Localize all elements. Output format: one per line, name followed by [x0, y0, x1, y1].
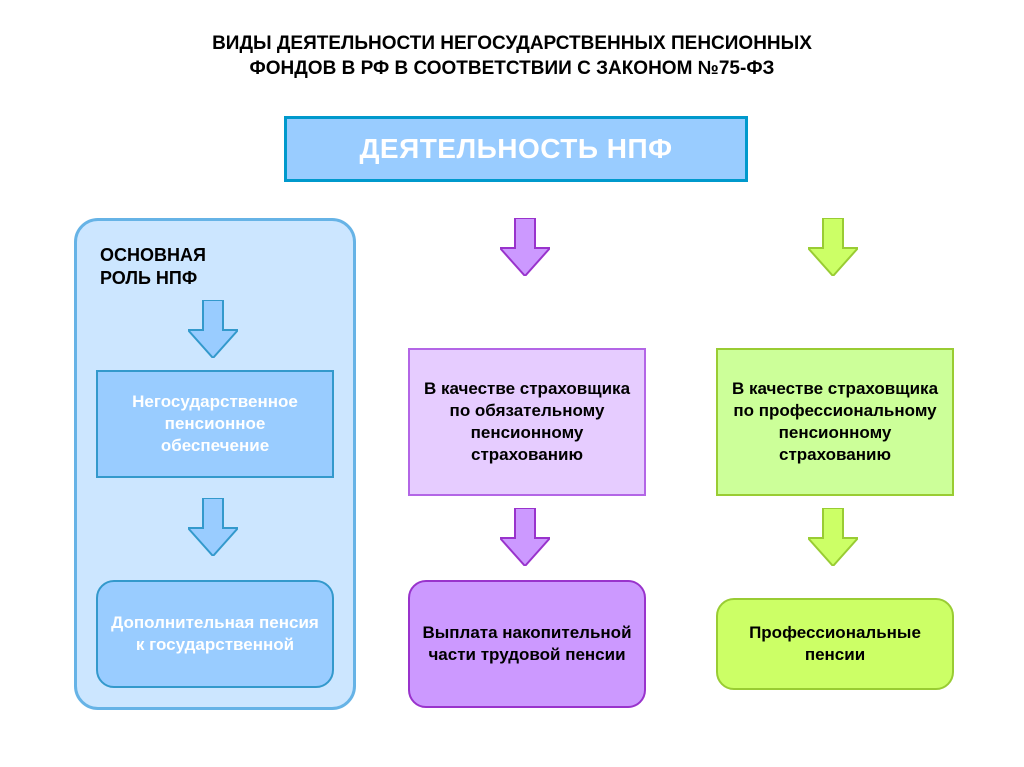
title-line-1: ВИДЫ ДЕЯТЕЛЬНОСТИ НЕГОСУДАРСТВЕННЫХ ПЕНС… — [212, 33, 812, 54]
arrow-blue-2 — [188, 498, 238, 556]
purple-out-box: Выплата накопительной части трудовой пен… — [408, 580, 646, 708]
title-line-2: ФОНДОВ В РФ В СООТВЕТСТВИИ С ЗАКОНОМ №75… — [250, 58, 775, 79]
green-out-box: Профессиональные пенсии — [716, 598, 954, 690]
arrow-blue-1 — [188, 300, 238, 358]
arrow-green-2 — [808, 508, 858, 566]
arrow-green-1 — [808, 218, 858, 276]
arrow-purple-2 — [500, 508, 550, 566]
primary-role-label: ОСНОВНАЯ РОЛЬ НПФ — [100, 244, 206, 289]
group-label-line-2: РОЛЬ НПФ — [100, 268, 197, 288]
arrow-purple-1 — [500, 218, 550, 276]
blue-mid-box: Негосударственное пенсионное обеспечение — [96, 370, 334, 478]
green-mid-box: В качестве страховщика по профессиональн… — [716, 348, 954, 496]
main-activity-box: ДЕЯТЕЛЬНОСТЬ НПФ — [284, 116, 748, 182]
blue-out-box: Дополнительная пенсия к государственной — [96, 580, 334, 688]
diagram-title: ВИДЫ ДЕЯТЕЛЬНОСТИ НЕГОСУДАРСТВЕННЫХ ПЕНС… — [0, 32, 1024, 81]
group-label-line-1: ОСНОВНАЯ — [100, 245, 206, 265]
purple-mid-box: В качестве страховщика по обязательному … — [408, 348, 646, 496]
